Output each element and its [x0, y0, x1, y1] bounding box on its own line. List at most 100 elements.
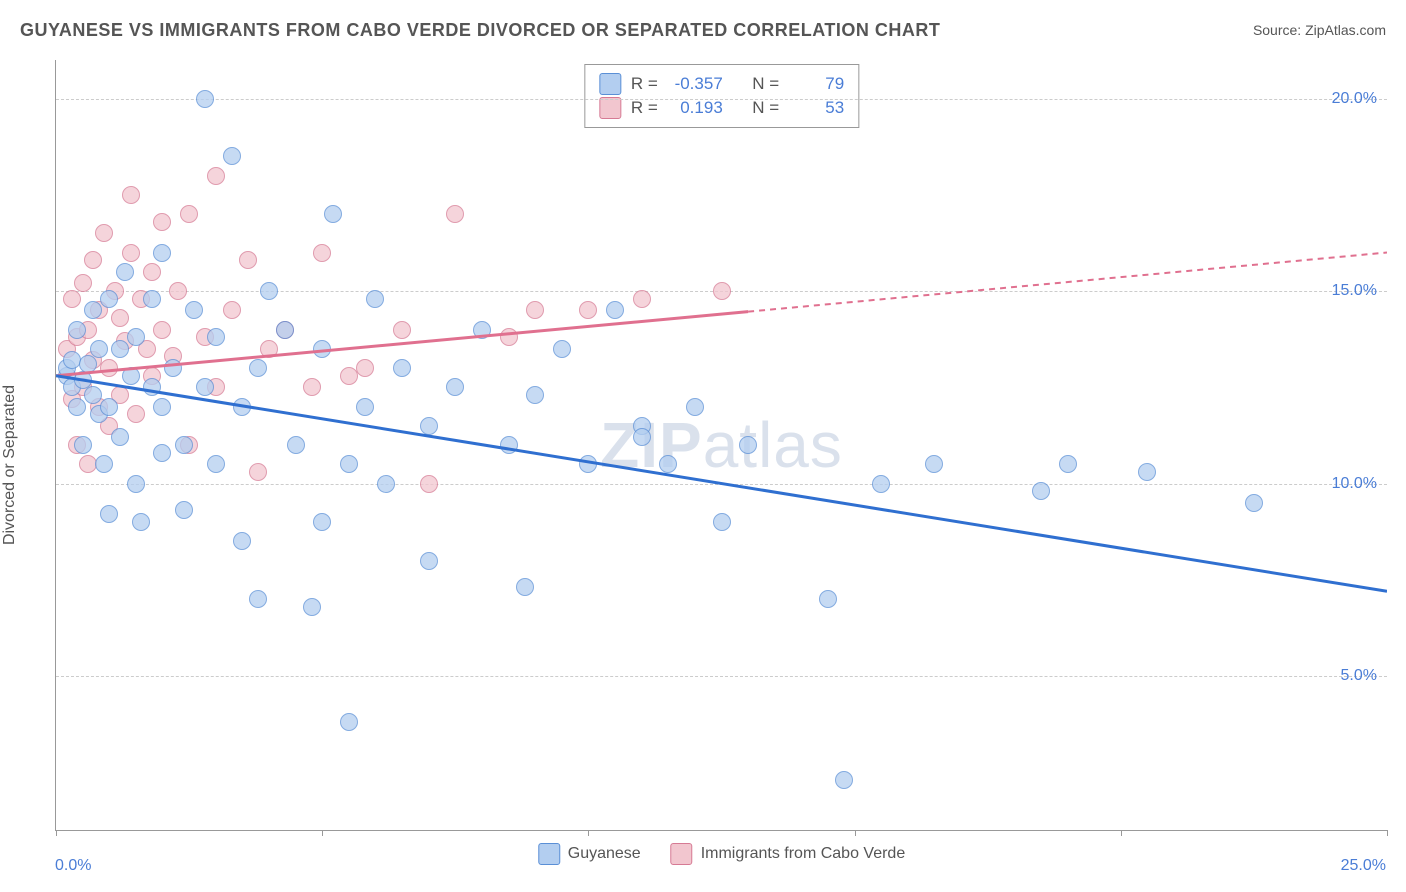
- data-point: [95, 455, 113, 473]
- data-point: [143, 378, 161, 396]
- data-point: [127, 475, 145, 493]
- swatch-pink-icon: [599, 97, 621, 119]
- x-tick: [1121, 830, 1122, 836]
- data-point: [153, 213, 171, 231]
- data-point: [175, 501, 193, 519]
- data-point: [366, 290, 384, 308]
- data-point: [356, 398, 374, 416]
- data-point: [739, 436, 757, 454]
- data-point: [223, 301, 241, 319]
- data-point: [633, 290, 651, 308]
- data-point: [122, 244, 140, 262]
- data-point: [579, 301, 597, 319]
- gridline: [56, 99, 1387, 100]
- legend-item-pink: Immigrants from Cabo Verde: [671, 843, 906, 865]
- legend-swatch-pink-icon: [671, 843, 693, 865]
- data-point: [1138, 463, 1156, 481]
- data-point: [925, 455, 943, 473]
- legend-blue-label: Guyanese: [568, 845, 641, 863]
- data-point: [686, 398, 704, 416]
- data-point: [169, 282, 187, 300]
- data-point: [122, 186, 140, 204]
- data-point: [233, 398, 251, 416]
- data-point: [393, 359, 411, 377]
- data-point: [872, 475, 890, 493]
- data-point: [84, 386, 102, 404]
- data-point: [100, 359, 118, 377]
- r-label: R =: [631, 98, 658, 118]
- data-point: [207, 455, 225, 473]
- data-point: [196, 90, 214, 108]
- x-tick: [855, 830, 856, 836]
- data-point: [196, 378, 214, 396]
- x-tick: [56, 830, 57, 836]
- chart-source: Source: ZipAtlas.com: [1253, 22, 1386, 38]
- data-point: [116, 263, 134, 281]
- data-point: [606, 301, 624, 319]
- data-point: [164, 359, 182, 377]
- data-point: [340, 713, 358, 731]
- data-point: [356, 359, 374, 377]
- gridline: [56, 484, 1387, 485]
- data-point: [713, 282, 731, 300]
- data-point: [74, 436, 92, 454]
- data-point: [287, 436, 305, 454]
- data-point: [579, 455, 597, 473]
- data-point: [324, 205, 342, 223]
- y-tick-label: 20.0%: [1332, 90, 1377, 108]
- data-point: [446, 378, 464, 396]
- data-point: [420, 552, 438, 570]
- data-point: [420, 417, 438, 435]
- data-point: [153, 321, 171, 339]
- data-point: [393, 321, 411, 339]
- y-axis-label: Divorced or Separated: [1, 385, 19, 545]
- data-point: [68, 398, 86, 416]
- x-tick: [322, 830, 323, 836]
- data-point: [260, 340, 278, 358]
- data-point: [63, 351, 81, 369]
- data-point: [100, 398, 118, 416]
- gridline: [56, 676, 1387, 677]
- stats-row-blue: R = -0.357 N = 79: [599, 73, 844, 95]
- data-point: [249, 359, 267, 377]
- data-point: [446, 205, 464, 223]
- data-point: [223, 147, 241, 165]
- data-point: [153, 398, 171, 416]
- data-point: [377, 475, 395, 493]
- trend-lines: [56, 60, 1387, 830]
- data-point: [207, 328, 225, 346]
- data-point: [313, 340, 331, 358]
- pink-r-value: 0.193: [668, 98, 723, 118]
- bottom-legend: Guyanese Immigrants from Cabo Verde: [538, 843, 905, 865]
- data-point: [79, 355, 97, 373]
- data-point: [835, 771, 853, 789]
- data-point: [111, 340, 129, 358]
- stats-row-pink: R = 0.193 N = 53: [599, 97, 844, 119]
- data-point: [153, 244, 171, 262]
- data-point: [1032, 482, 1050, 500]
- blue-r-value: -0.357: [668, 74, 723, 94]
- data-point: [100, 505, 118, 523]
- data-point: [633, 428, 651, 446]
- blue-n-value: 79: [789, 74, 844, 94]
- data-point: [153, 444, 171, 462]
- data-point: [1245, 494, 1263, 512]
- data-point: [185, 301, 203, 319]
- data-point: [84, 251, 102, 269]
- chart-container: Divorced or Separated ZIPatlas R = -0.35…: [20, 60, 1386, 870]
- data-point: [516, 578, 534, 596]
- data-point: [100, 290, 118, 308]
- data-point: [260, 282, 278, 300]
- y-tick-label: 15.0%: [1332, 282, 1377, 300]
- data-point: [500, 436, 518, 454]
- data-point: [180, 205, 198, 223]
- data-point: [659, 455, 677, 473]
- data-point: [553, 340, 571, 358]
- x-max-label: 25.0%: [1341, 857, 1386, 875]
- data-point: [1059, 455, 1077, 473]
- chart-title: GUYANESE VS IMMIGRANTS FROM CABO VERDE D…: [20, 20, 940, 40]
- data-point: [111, 309, 129, 327]
- r-label: R =: [631, 74, 658, 94]
- data-point: [340, 455, 358, 473]
- data-point: [132, 513, 150, 531]
